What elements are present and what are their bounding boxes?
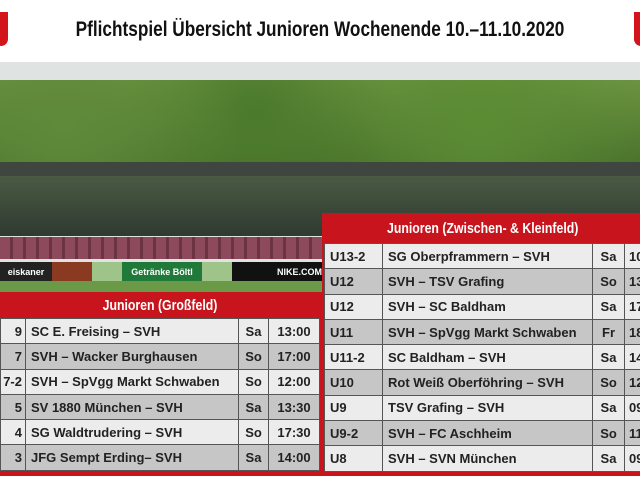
match-cell: SV 1880 München – SVH — [25, 393, 239, 421]
match-cell: SVH – SVN München — [382, 445, 593, 472]
time-cell: 09 — [624, 394, 640, 422]
banner — [92, 262, 122, 281]
match-cell: SVH – SC Baldham — [382, 293, 593, 320]
time-cell: 13 — [624, 268, 640, 295]
team-cell: 3 — [0, 444, 26, 471]
table-row: 4 SG Waldtrudering – SVH So 17:30 — [0, 419, 320, 446]
grossfeld-panel: Junioren (Großfeld) 9 SC E. Freising – SV… — [0, 292, 322, 476]
kleinfeld-header: Junioren (Zwischen- & Kleinfeld) — [387, 220, 579, 237]
time-cell: 12 — [624, 369, 640, 396]
stand-roof — [0, 162, 640, 176]
page-title: Pflichtspiel Übersicht Junioren Wochenen… — [75, 18, 565, 41]
kleinfeld-table: U13-2SG Oberpframmern – SVHSa10U12SVH – … — [324, 242, 640, 472]
time-cell: 17:00 — [268, 343, 320, 370]
day-cell: So — [592, 420, 625, 447]
team-cell: U12 — [324, 293, 383, 320]
ad-banners: eiskaner Getränke Böltl NIKE.COM — [0, 262, 325, 281]
match-cell: SVH – FC Aschheim — [382, 420, 593, 447]
time-cell: 17 — [624, 293, 640, 320]
match-cell: SVH – SpVgg Markt Schwaben — [25, 368, 239, 395]
stadium-photo: eiskaner Getränke Böltl NIKE.COM — [0, 62, 640, 294]
time-cell: 17:30 — [268, 419, 320, 446]
day-cell: Sa — [238, 317, 269, 345]
match-cell: SVH – TSV Grafing — [382, 268, 593, 295]
table-row: 9 SC E. Freising – SVH Sa 13:00 — [0, 317, 320, 345]
day-cell: Sa — [592, 293, 625, 320]
match-cell: SG Waldtrudering – SVH — [25, 419, 239, 446]
day-cell: Sa — [592, 242, 625, 270]
team-cell: U11-2 — [324, 344, 383, 371]
day-cell: Fr — [592, 318, 625, 346]
time-cell: 14:00 — [268, 444, 320, 471]
time-cell: 18 — [624, 318, 640, 346]
team-cell: U11 — [324, 318, 383, 346]
table-row: 5 SV 1880 München – SVH Sa 13:30 — [0, 393, 320, 421]
match-cell: SC E. Freising – SVH — [25, 317, 239, 345]
time-cell: 11 — [624, 420, 640, 447]
time-cell: 12:00 — [268, 368, 320, 395]
team-cell: U9-2 — [324, 420, 383, 447]
team-cell: U9 — [324, 394, 383, 422]
club-logo-right — [634, 12, 640, 46]
day-cell: Sa — [592, 445, 625, 472]
banner: eiskaner — [0, 262, 52, 281]
day-cell: So — [592, 268, 625, 295]
banner — [202, 262, 232, 281]
day-cell: Sa — [592, 344, 625, 371]
day-cell: Sa — [238, 444, 269, 471]
banner: NIKE.COM — [232, 262, 325, 281]
table-row: 7 SVH – Wacker Burghausen So 17:00 — [0, 343, 320, 370]
match-cell: SVH – SpVgg Markt Schwaben — [382, 318, 593, 346]
kleinfeld-panel: Junioren (Zwischen- & Kleinfeld) U13-2 SG… — [322, 213, 640, 476]
time-cell: 10 — [624, 242, 640, 270]
team-cell: U10 — [324, 369, 383, 396]
time-cell: 09 — [624, 445, 640, 472]
table-row: 3 JFG Sempt Erding– SVH Sa 14:00 — [0, 444, 320, 471]
team-cell: 4 — [0, 419, 26, 446]
team-cell: U12 — [324, 268, 383, 295]
banner — [52, 262, 92, 281]
day-cell: So — [592, 369, 625, 396]
match-cell: JFG Sempt Erding– SVH — [25, 444, 239, 471]
seats — [0, 237, 325, 259]
match-cell: Rot Weiß Oberföhring – SVH — [382, 369, 593, 396]
grossfeld-header: Junioren (Großfeld) — [102, 297, 218, 314]
time-cell: 13:30 — [268, 393, 320, 421]
club-logo — [0, 12, 8, 46]
match-cell: TSV Grafing – SVH — [382, 394, 593, 422]
grass — [0, 281, 325, 294]
day-cell: So — [238, 368, 269, 395]
match-cell: SG Oberpframmern – SVH — [382, 242, 593, 270]
table-row: U13-2SG Oberpframmern – SVHSa10 — [324, 242, 640, 270]
team-cell: 7-2 — [0, 368, 26, 395]
day-cell: So — [238, 343, 269, 370]
day-cell: So — [238, 419, 269, 446]
team-cell: 5 — [0, 393, 26, 421]
time-cell: 13:00 — [268, 317, 320, 345]
time-cell: 14 — [624, 344, 640, 371]
header: Pflichtspiel Übersicht Junioren Wochenen… — [0, 0, 640, 62]
team-cell: U13-2 — [324, 242, 383, 270]
table-row: 7-2 SVH – SpVgg Markt Schwaben So 12:00 — [0, 368, 320, 395]
match-cell: SC Baldham – SVH — [382, 344, 593, 371]
banner: Getränke Böltl — [122, 262, 202, 281]
day-cell: Sa — [238, 393, 269, 421]
day-cell: Sa — [592, 394, 625, 422]
team-cell: 7 — [0, 343, 26, 370]
match-cell: SVH – Wacker Burghausen — [25, 343, 239, 370]
team-cell: U8 — [324, 445, 383, 472]
team-cell: 9 — [0, 317, 26, 345]
grossfeld-table: 9 SC E. Freising – SVH Sa 13:00 7 SVH – Wacke… — [0, 317, 320, 471]
